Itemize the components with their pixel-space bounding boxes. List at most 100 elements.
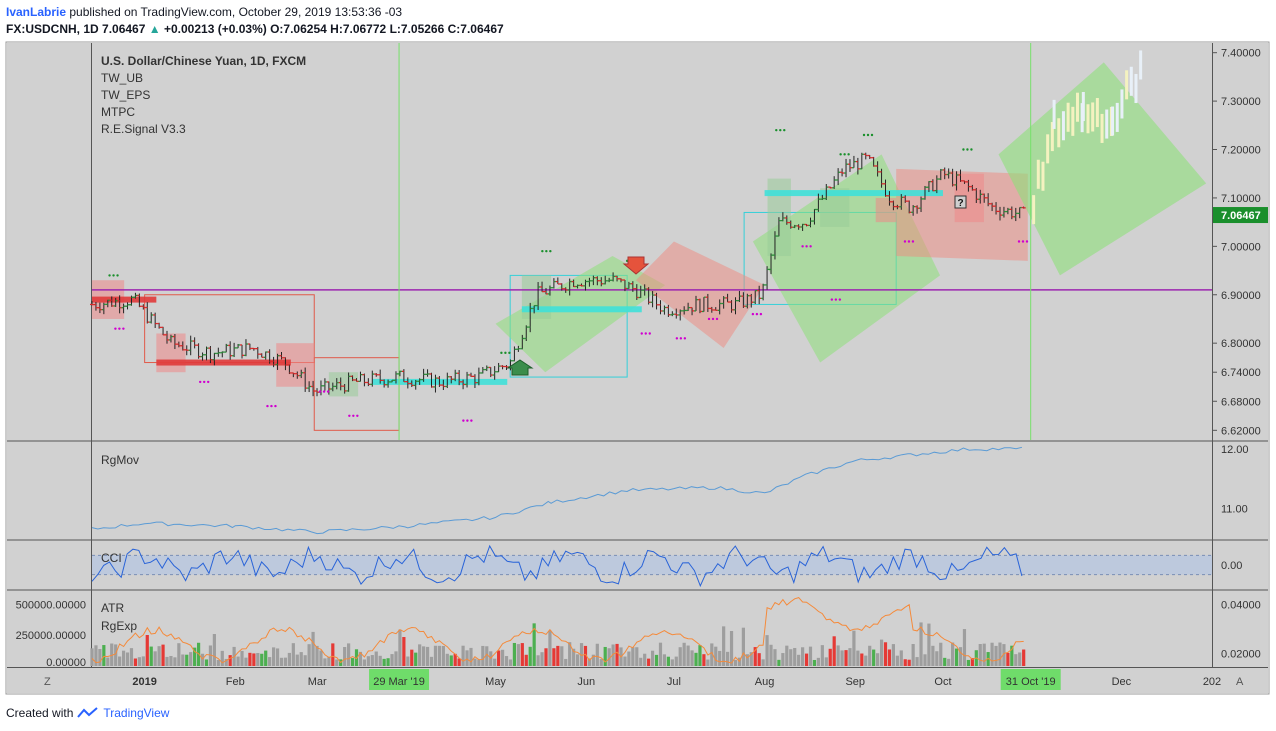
cci-series [91, 544, 1023, 588]
atr-bar [579, 643, 584, 666]
price-tick-label: 6.62000 [1221, 425, 1261, 437]
atr-bar [536, 655, 540, 666]
atr-left-tick-label: 500000.00000 [16, 599, 86, 611]
change-up-icon: ▲ [148, 22, 161, 36]
question-marker-icon [954, 195, 967, 209]
signal-dot-10 [640, 332, 643, 335]
atr-bar [895, 655, 899, 666]
time-tick-label: Sep [845, 676, 865, 688]
projection-bar-2 [1086, 104, 1090, 134]
rgmov-tick-label: 11.00 [1221, 503, 1248, 515]
atr-bar [493, 658, 497, 666]
atr-bar [564, 658, 568, 666]
atr-bar [749, 652, 753, 666]
signal-dot-4 [322, 390, 326, 393]
price-candles [90, 152, 1026, 397]
change-value: +0.00213 (+0.03%) [163, 22, 267, 36]
atr-bar [832, 636, 836, 666]
atr-bar [872, 649, 876, 666]
atr-bar [114, 644, 118, 666]
tradingview-link[interactable]: TradingView [103, 706, 170, 720]
atr-bar [812, 659, 817, 666]
signal-dot-13 [755, 312, 759, 316]
atr-bar [722, 626, 726, 666]
projection-bar-1 [1057, 118, 1061, 148]
atr-bar [149, 646, 153, 666]
symbol-label: FX:USDCNH, 1D [6, 22, 99, 36]
atr-bar [887, 649, 892, 666]
auto-scale-button[interactable]: A [1236, 676, 1244, 688]
atr-bar [181, 654, 185, 666]
atr-bar [848, 648, 852, 666]
atr-bar [137, 657, 141, 666]
atr-bar [591, 654, 595, 666]
rgmov-tick-label: 12.00 [1221, 444, 1249, 456]
atr-bar [516, 644, 520, 666]
atr-bar [631, 647, 635, 666]
atr-right-tick-label: 0.02000 [1221, 649, 1261, 661]
atr-bar [903, 659, 907, 666]
atr-label: ATR [101, 601, 124, 615]
signal-dot-0 [116, 274, 119, 277]
atr-bar [572, 648, 576, 666]
atr-bar [733, 659, 738, 666]
atr-bar [824, 657, 828, 666]
signal-dot-20 [966, 148, 969, 151]
atr-bar [129, 648, 134, 666]
rgmov-line [91, 446, 1023, 535]
atr-bar [504, 656, 509, 666]
projection-bar-1 [1071, 106, 1075, 136]
atr-bar [512, 642, 517, 666]
atr-bar [268, 657, 272, 666]
price-tag-label: 7.06467 [1221, 210, 1261, 222]
rgmov-axis: 12.00 11.00 [1221, 444, 1249, 515]
time-axis[interactable]: 2019 Feb Mar 29 Mar '19 May Jun Jul Aug Sep Oct 31… [132, 669, 1221, 690]
atr-bar [702, 654, 706, 666]
atr-bar [1014, 654, 1018, 666]
zoom-button[interactable]: Z [44, 676, 51, 688]
last-price: 7.06467 [102, 22, 146, 36]
signal-dot-18 [870, 133, 874, 137]
rgmov-label: RgMov [101, 453, 139, 467]
atr-bar [497, 650, 501, 666]
atr-bar [891, 644, 895, 666]
atr-bar [327, 657, 331, 666]
atr-bar [350, 658, 355, 666]
price-tick-label: 6.80000 [1221, 338, 1261, 350]
price-axis[interactable]: 7.40000 7.30000 7.20000 7.10000 7.00000 6.900… [1213, 48, 1261, 438]
projection-bar-1 [1075, 92, 1079, 122]
signal-dot-3 [270, 404, 273, 408]
atr-bar [1002, 644, 1006, 666]
signal-dot-10 [644, 332, 647, 335]
atr-bar [856, 650, 860, 666]
projection-bar-3 [1139, 50, 1143, 80]
atr-bar [907, 659, 911, 666]
right-scale-area [1213, 43, 1268, 667]
atr-bar [587, 658, 592, 666]
atr-bar [777, 659, 781, 666]
atr-bar [643, 653, 647, 666]
atr-bar [666, 656, 670, 666]
atr-bar [145, 634, 149, 666]
atr-bar [583, 645, 588, 666]
atr-bar [220, 650, 224, 666]
atr-bar [252, 653, 256, 666]
signal-dot-2 [206, 380, 210, 384]
atr-bar [275, 648, 280, 666]
signal-dots [108, 128, 1029, 422]
atr-bar [556, 645, 560, 666]
atr-bar [204, 659, 209, 666]
price-tick-label: 7.20000 [1221, 145, 1261, 157]
atr-bar [611, 644, 615, 666]
low-label: L: [389, 22, 401, 36]
atr-bar [347, 643, 351, 666]
signal-dot-6 [470, 419, 473, 422]
signal-dot-4 [318, 390, 322, 393]
signal-dot-14 [783, 128, 786, 132]
atr-bar [425, 646, 430, 666]
author-link[interactable]: IvanLabrie [6, 5, 67, 19]
signal-dot-0 [112, 274, 115, 277]
signal-dot-11 [683, 337, 687, 340]
signal-dot-12 [711, 317, 715, 321]
